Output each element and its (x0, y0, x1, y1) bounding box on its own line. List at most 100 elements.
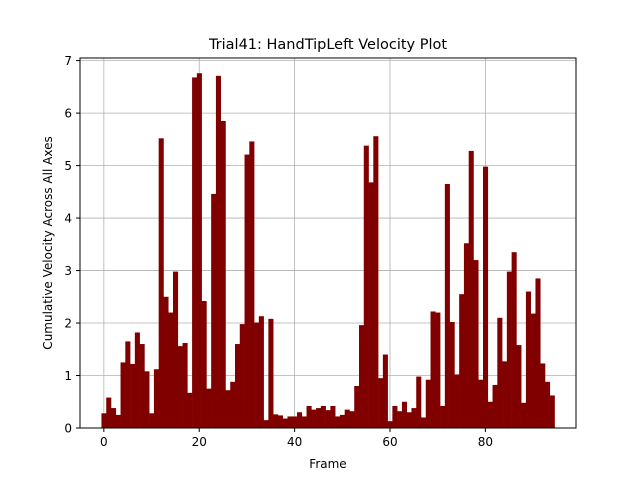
bar (182, 342, 188, 428)
bar (282, 418, 288, 428)
bar (483, 166, 489, 428)
bar (339, 414, 345, 428)
bar (258, 316, 264, 428)
y-tick-label: 0 (64, 422, 72, 436)
bar (120, 362, 126, 428)
bar (511, 252, 517, 428)
bar (549, 395, 555, 428)
y-tick-label: 7 (64, 54, 72, 68)
y-tick-label: 1 (64, 369, 72, 383)
bar (187, 392, 193, 428)
bar (139, 344, 145, 428)
bar (378, 378, 384, 428)
y-tick-label: 3 (64, 264, 72, 278)
bar (363, 145, 369, 428)
bar (268, 318, 274, 428)
y-tick-label: 5 (64, 159, 72, 173)
bar (435, 312, 441, 428)
y-tick-label: 2 (64, 317, 72, 331)
bars (101, 73, 555, 429)
bar (425, 379, 431, 428)
bar (134, 332, 140, 428)
bar (320, 405, 326, 428)
bar (297, 412, 303, 428)
plot-frame (79, 57, 577, 429)
bar (406, 412, 412, 428)
bar (149, 413, 155, 428)
bar (215, 75, 221, 428)
bar (244, 154, 250, 428)
bar (111, 408, 117, 428)
bar (301, 416, 307, 428)
bar (335, 416, 341, 428)
bar (368, 182, 374, 428)
bar (225, 390, 231, 428)
bar (192, 77, 198, 429)
x-tick-label: 0 (100, 435, 108, 449)
x-axis-label: Frame (309, 457, 346, 471)
bar (492, 384, 498, 428)
bar (130, 363, 136, 428)
bar (287, 416, 293, 428)
bar (373, 136, 379, 428)
bar (502, 361, 508, 428)
bar (173, 271, 179, 428)
bar (497, 317, 503, 428)
bar (196, 73, 202, 428)
bar (125, 341, 131, 428)
bar (521, 402, 527, 428)
bar (459, 294, 465, 428)
bar (468, 150, 474, 428)
bar (168, 312, 174, 428)
bar (540, 363, 546, 428)
bar (440, 405, 446, 428)
bar (249, 141, 255, 428)
bar (306, 405, 312, 428)
bar (478, 379, 484, 428)
bar (530, 313, 536, 428)
bar (545, 381, 551, 428)
bar (397, 411, 403, 428)
x-tick-label: 20 (192, 435, 207, 449)
bar (411, 408, 417, 428)
bar (277, 415, 283, 428)
bar (330, 405, 336, 428)
bar (254, 322, 260, 428)
bar (325, 410, 331, 428)
bar (273, 414, 279, 428)
bar (525, 291, 531, 428)
bar (316, 408, 322, 428)
bar (387, 421, 393, 428)
bar (516, 345, 522, 428)
bar (359, 325, 365, 428)
y-axis-label: Cumulative Velocity Across All Axes (41, 136, 55, 349)
bar (473, 260, 479, 428)
y-tick-label: 4 (64, 212, 72, 226)
bar (449, 321, 455, 428)
bar (206, 388, 212, 428)
bar (115, 414, 121, 428)
bar (211, 193, 217, 428)
bar (392, 405, 398, 428)
x-tick-label: 80 (478, 435, 493, 449)
bar (382, 354, 388, 428)
bar (201, 300, 207, 428)
bar (106, 397, 112, 428)
bar (487, 401, 493, 428)
x-tick-label: 60 (382, 435, 397, 449)
bar (463, 243, 469, 428)
axis-ticks: 0 20 40 60 80 0 1 2 3 4 5 6 7 (64, 54, 493, 449)
bar (421, 417, 427, 428)
bar (311, 409, 317, 428)
bar (263, 420, 269, 428)
bar (101, 413, 107, 428)
bar (153, 369, 159, 428)
bar (349, 411, 355, 428)
bar (506, 271, 512, 428)
chart-title: Trial41: HandTipLeft Velocity Plot (208, 37, 447, 53)
bar (454, 374, 460, 428)
bar (344, 409, 350, 428)
bar (235, 344, 241, 428)
